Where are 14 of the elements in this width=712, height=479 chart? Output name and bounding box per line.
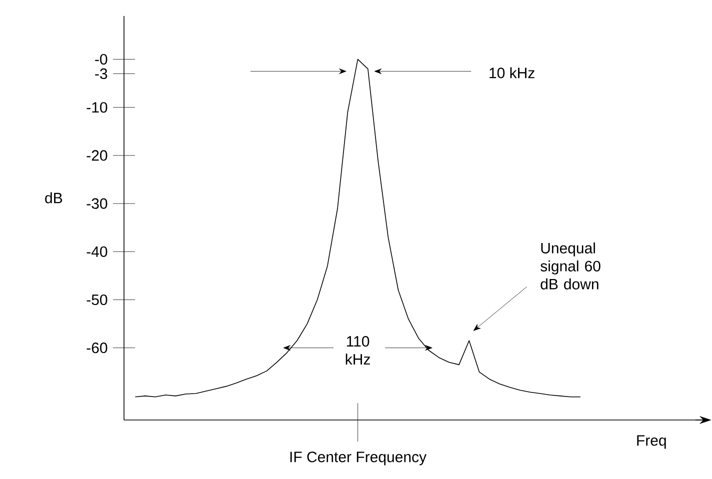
y-tick-label: -0 [95, 54, 108, 65]
y-tick-label: -30 [86, 198, 108, 209]
y-tick-label: -40 [86, 246, 108, 257]
text: IF Center Frequency [290, 452, 427, 466]
annotation: 10 kHz [490, 67, 534, 78]
x-axis-title: Freq [637, 435, 666, 449]
annotation: Unequal signal 60 dB down [540, 242, 600, 290]
y-tick-label: -60 [86, 342, 108, 354]
y-tick-label: -50 [86, 294, 108, 306]
annotation: 110 kHz [346, 336, 370, 364]
y-tick-label: -20 [86, 150, 108, 161]
y-tick-label: -3 [95, 68, 108, 80]
y-tick-label: -10 [86, 102, 108, 113]
y-axis-title: dB [45, 192, 62, 204]
